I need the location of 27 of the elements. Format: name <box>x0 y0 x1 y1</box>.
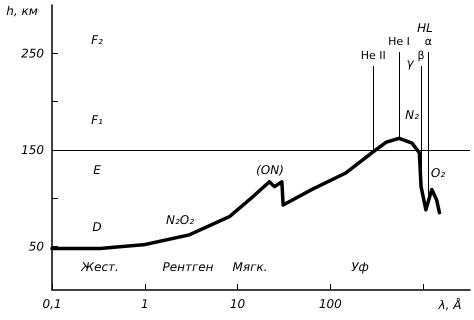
annotation: E <box>93 163 102 177</box>
y-tick-label: 150 <box>21 142 44 157</box>
x-axis-title: λ, Å <box>438 297 462 312</box>
ref-line-label: He I <box>388 35 410 48</box>
annotation: D <box>92 220 102 234</box>
x-tick-label: 10 <box>230 297 246 311</box>
annotation: (ON) <box>256 163 284 177</box>
annotation: F₁ <box>91 113 104 127</box>
annotation: Уф <box>351 260 369 274</box>
annotation: N₂O₂ <box>166 213 194 227</box>
x-tick-label: 1 <box>140 297 149 311</box>
annotation: Рентген <box>162 260 214 274</box>
annotation: O₂ <box>430 166 446 180</box>
y-tick-label: 250 <box>21 46 44 60</box>
x-tick-label: 0,1 <box>42 297 62 311</box>
annotation: N₂ <box>405 108 420 122</box>
ref-line-label: He II <box>360 49 386 62</box>
annotation: F₂ <box>91 33 104 47</box>
annotation: Мягк. <box>232 260 268 274</box>
annotation: γ <box>406 56 414 70</box>
annotation: HL <box>417 21 433 35</box>
annotation: Жест. <box>80 260 119 274</box>
y-axis-title: h, км <box>6 4 38 18</box>
ref-line-label: α <box>424 35 432 48</box>
ref-line-label: β <box>418 49 425 62</box>
x-tick-label: 100 <box>318 297 342 311</box>
y-tick-label: 50 <box>28 240 44 254</box>
